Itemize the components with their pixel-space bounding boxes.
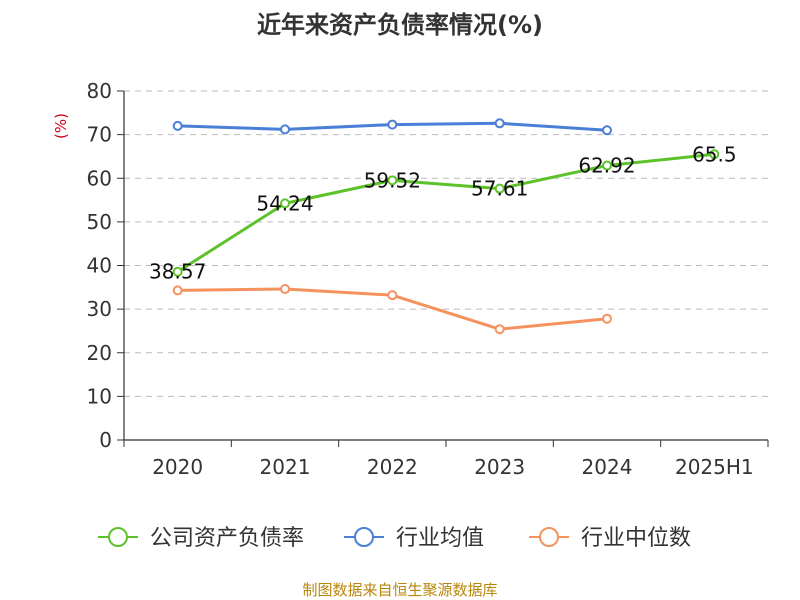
y-axis-unit: (%) <box>52 113 70 139</box>
x-axis-ticks: 2020 2021 2022 2023 2024 2025H1 <box>123 440 769 479</box>
y-tick-label: 70 <box>87 123 112 147</box>
data-point <box>172 285 183 296</box>
x-tick-label: 2020 <box>152 455 203 479</box>
data-point <box>387 119 398 130</box>
data-point <box>494 118 505 129</box>
data-label: 59.52 <box>364 168 421 192</box>
data-point <box>280 124 290 135</box>
y-axis-ticks: 0 10 20 30 40 50 60 70 80 <box>87 79 124 452</box>
data-point <box>280 284 290 295</box>
legend-label: 公司资产负债率 <box>150 526 304 551</box>
data-point <box>494 183 505 194</box>
data-labels: 38.57 54.24 59.52 57.61 62.92 65.5 <box>149 142 737 283</box>
data-point <box>602 160 612 171</box>
data-point <box>494 324 505 335</box>
legend-label: 行业均值 <box>396 526 484 551</box>
data-label: 57.61 <box>471 177 528 201</box>
data-point <box>602 125 612 136</box>
grid-lines <box>124 90 768 397</box>
y-tick-label: 30 <box>87 297 112 321</box>
y-tick-label: 60 <box>87 166 112 190</box>
legend-swatch-marker <box>539 527 559 547</box>
data-point <box>172 120 183 131</box>
series-group <box>172 118 720 335</box>
data-point <box>387 175 398 186</box>
data-label: 38.57 <box>149 260 206 284</box>
y-tick-label: 50 <box>87 210 112 234</box>
data-label: 54.24 <box>256 191 313 215</box>
data-point <box>709 149 720 160</box>
data-point <box>172 266 183 277</box>
data-point <box>280 198 290 209</box>
x-tick-label: 2021 <box>260 455 311 479</box>
data-label: 65.5 <box>692 142 737 166</box>
x-tick-label: 2024 <box>582 455 633 479</box>
legend: 公司资产负债率 行业均值 行业中位数 <box>98 526 691 551</box>
series-line-0 <box>176 152 716 274</box>
chart-title: 近年来资产负债率情况(%) <box>257 11 543 39</box>
data-point <box>387 290 398 301</box>
legend-swatch-marker <box>354 527 374 547</box>
legend-label: 行业中位数 <box>581 526 691 551</box>
data-label: 62.92 <box>578 154 635 178</box>
x-tick-label: 2025H1 <box>675 455 754 479</box>
y-tick-label: 80 <box>87 79 112 103</box>
source-note: 制图数据来自恒生聚源数据库 <box>302 581 497 599</box>
y-tick-label: 10 <box>87 384 112 408</box>
legend-swatch-marker <box>108 527 128 547</box>
y-tick-label: 0 <box>99 428 112 452</box>
y-tick-label: 20 <box>87 341 112 365</box>
x-tick-label: 2023 <box>474 455 525 479</box>
x-tick-label: 2022 <box>367 455 418 479</box>
data-point <box>602 313 612 324</box>
y-tick-label: 40 <box>87 254 112 278</box>
